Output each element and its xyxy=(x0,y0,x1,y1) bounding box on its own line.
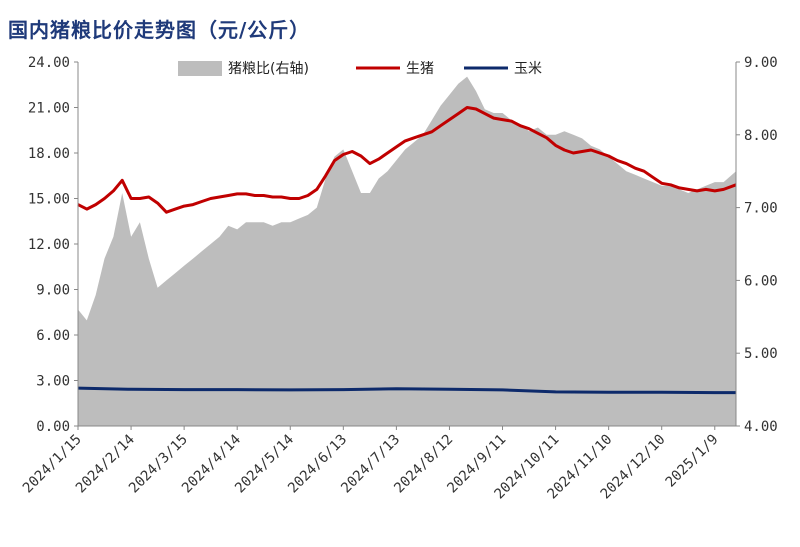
series-line-corn xyxy=(77,386,736,395)
right-tick-label: 4.00 xyxy=(744,419,778,435)
right-tick-label: 7.00 xyxy=(744,201,778,217)
right-tick-label: 6.00 xyxy=(744,273,778,289)
left-tick-label: 6.00 xyxy=(36,328,70,344)
right-tick-label: 8.00 xyxy=(744,128,778,144)
right-tick-label: 9.00 xyxy=(744,55,778,71)
left-tick-label: 18.00 xyxy=(28,146,70,162)
area-layer xyxy=(78,76,736,426)
right-tick-label: 5.00 xyxy=(744,346,778,362)
left-tick-label: 21.00 xyxy=(28,101,70,117)
left-tick-label: 15.00 xyxy=(28,192,70,208)
legend-label-corn: 玉米 xyxy=(514,61,542,77)
left-tick-label: 3.00 xyxy=(36,374,70,390)
series-line-hog xyxy=(77,106,737,214)
left-tick-label: 9.00 xyxy=(36,283,70,299)
series-area-ratio xyxy=(78,76,736,426)
legend-label-hog: 生猪 xyxy=(406,61,434,77)
chart-title: 国内猪粮比价走势图（元/公斤） xyxy=(8,18,311,42)
left-tick-label: 24.00 xyxy=(28,55,70,71)
line-layer xyxy=(77,106,737,395)
legend-swatch-ratio xyxy=(178,61,222,76)
x-tick-label: 2025/1/9 xyxy=(663,432,722,491)
legend: 猪粮比(右轴) 生猪 玉米 xyxy=(178,61,542,77)
left-tick-label: 0.00 xyxy=(36,419,70,435)
left-tick-label: 12.00 xyxy=(28,237,70,253)
legend-label-ratio: 猪粮比(右轴) xyxy=(228,61,309,77)
